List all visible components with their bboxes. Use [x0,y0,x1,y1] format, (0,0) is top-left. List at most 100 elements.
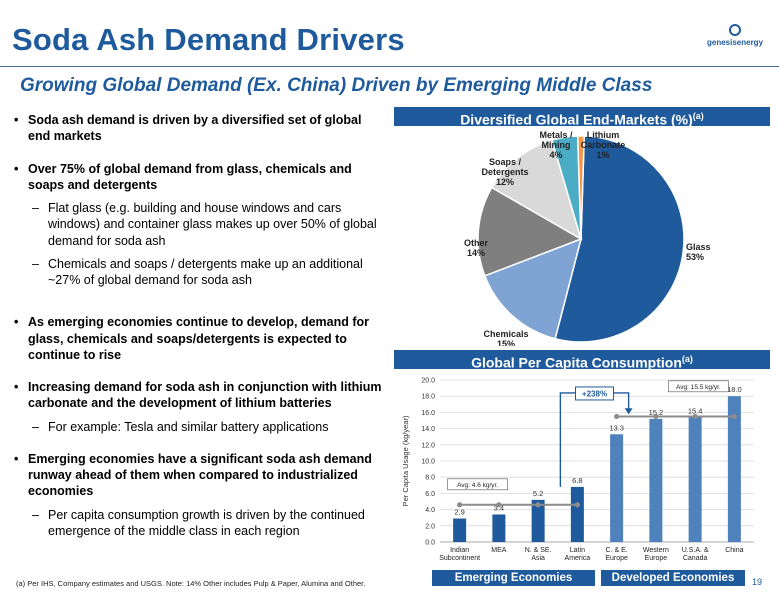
pie-slice-label-line: Mining [542,140,571,150]
x-category-label-line: Indian [450,547,469,554]
pie-slice-label-line: Soaps / [489,157,522,167]
x-category-label: Latin America [565,547,591,562]
emerging-economies-band: Emerging Economies [432,570,595,586]
average-callout-label: Avg: 4.6 kg/yr. [457,482,498,489]
x-category-label-line: C. & E. [606,547,628,554]
x-category-label: MEA [491,547,507,554]
footnote: (a) Per IHS, Company estimates and USGS.… [16,579,366,588]
developed-economies-band: Developed Economies [601,570,745,586]
per-capita-bar-chart: 0.0 2.0 4.0 6.0 8.0 10.0 12.0 14.0 16.0 18.0 20.0 P… [401,378,754,562]
bar [570,486,584,542]
bullet-point: As emerging economies continue to develo… [10,314,385,363]
bar-value-label: 3.4 [494,503,504,512]
x-category-label: U.S.A. & Canada [682,547,709,562]
x-category-label: China [725,547,743,554]
sub-bullet-point: Flat glass (e.g. building and house wind… [10,200,385,249]
pie-panel-footnote-ref: (a) [692,111,704,121]
x-category-label-line: Europe [645,555,668,562]
x-category-label: N. & SE. Asia [525,547,552,562]
x-category-label-line: Europe [605,555,628,562]
bar-value-label: 6.8 [572,476,582,485]
x-category-label-line: Latin [570,547,585,554]
y-tick-label: 10.0 [421,459,435,466]
bar [610,434,624,542]
bar [688,417,702,542]
bar-value-label: 5.2 [533,489,543,498]
bar [649,418,663,542]
y-axis-label: Per Capita Usage (kg/year) [401,415,410,506]
bullet-point: Increasing demand for soda ash in conjun… [10,379,385,412]
y-tick-label: 6.0 [425,491,435,498]
bar [492,514,506,542]
x-category-label-line: MEA [491,547,507,554]
pie-slice-label-line: 12% [496,177,514,187]
growth-arrow-icon [624,408,633,415]
pie-slice-label-line: Other [464,238,489,248]
x-category-label: Indian Subcontinent [439,547,480,562]
company-logo: genesisenergy [700,24,770,52]
pie-slice-label: Soaps / Detergents 12% [481,157,528,187]
bullet-list: Soda ash demand is driven by a diversifi… [10,112,385,539]
pie-slice-label-line: Carbonate [581,140,626,150]
average-marker [692,413,698,420]
average-callout-box [668,380,729,393]
x-category-label-line: Canada [683,555,708,562]
x-category-label: Western Europe [643,547,669,562]
logo-text: genesisenergy [706,38,764,47]
page-subtitle: Growing Global Demand (Ex. China) Driven… [20,75,653,96]
x-category-label-line: Subcontinent [439,555,480,562]
sub-bullet-point: Per capita consumption growth is driven … [10,507,385,540]
average-marker [731,413,737,420]
bar-value-label: 18.0 [727,385,742,394]
bar-value-label: 13.3 [609,423,624,432]
average-marker [535,502,541,508]
sub-bullet-point: Chemicals and soaps / detergents make up… [10,256,385,289]
logo-mark-icon [729,24,741,36]
bar [727,396,741,542]
x-category-label-line: U.S.A. & [682,547,709,554]
end-markets-pie-chart: Glass 53% Chemicals 15% Other 14% Soaps / Deter… [464,130,711,346]
sub-bullet-point: For example: Tesla and similar battery a… [10,419,385,436]
pie-slice [576,135,586,240]
pie-slice-label: Metals / Mining 4% [539,130,573,160]
pie-slice-label: Other 14% [464,238,489,258]
bar-value-label: 15.4 [688,406,703,415]
pie-slice-label-line: Detergents [481,167,528,177]
bar-panel-title-text: Global Per Capita Consumption [471,354,682,371]
pie-panel-title: Diversified Global End-Markets (%)(a) [394,107,770,128]
bar-panel-title: Global Per Capita Consumption(a) [394,350,770,371]
y-tick-label: 0.0 [425,540,435,547]
bar-panel-footnote-ref: (a) [681,354,693,364]
x-category-label-line: N. & SE. [525,547,552,554]
x-category-label-line: Western [643,547,669,554]
x-category-label-line: China [725,547,743,554]
bar [531,499,545,542]
title-divider [0,66,779,67]
y-tick-label: 14.0 [421,426,435,433]
pie-slice-label-line: Glass [686,242,711,252]
y-tick-label: 20.0 [421,378,435,385]
growth-callout-box [575,386,614,401]
pie-slice-label-line: 53% [686,252,704,262]
pie-slice-label: Glass 53% [686,242,711,262]
pie-slice [477,186,583,277]
bar-value-label: 15.2 [649,408,664,417]
average-marker [457,502,463,508]
pie-slice [483,237,583,340]
pie-slice-label: Lithium Carbonate 1% [581,130,626,160]
pie-slice-label-line: 4% [549,150,562,160]
y-tick-label: 16.0 [421,410,435,417]
bar [453,518,467,542]
x-category-label: C. & E. Europe [605,547,628,562]
page-number: 19 [752,577,763,587]
pie-slice-label-line: 15% [497,339,515,346]
average-callout-box [447,478,508,491]
y-tick-label: 4.0 [425,507,435,514]
average-marker [496,502,502,508]
bullet-point: Over 75% of global demand from glass, ch… [10,161,385,194]
y-tick-label: 8.0 [425,475,435,482]
x-category-label-line: America [565,555,591,562]
average-marker [574,502,580,508]
y-tick-label: 12.0 [421,442,435,449]
x-category-label-line: Asia [531,555,545,562]
